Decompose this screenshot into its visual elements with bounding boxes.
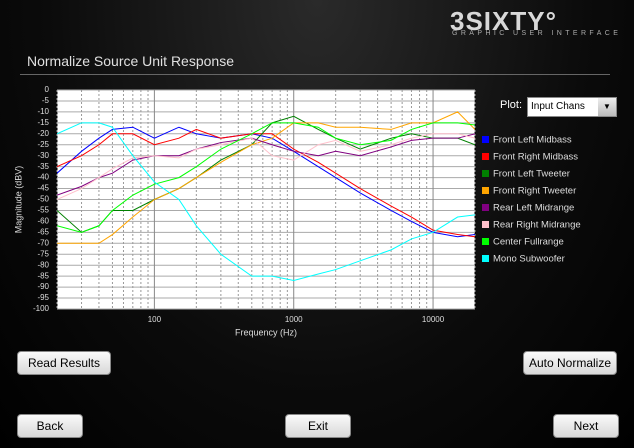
title-rule [20,74,610,75]
legend-swatch [482,170,489,177]
y-tick-label: -20 [37,129,49,138]
auto-normalize-button[interactable]: Auto Normalize [523,351,617,375]
logo: 3SIXTY° [450,6,557,36]
read-results-button[interactable]: Read Results [17,351,111,375]
y-tick-label: -25 [37,140,49,149]
x-axis-label: Frequency (Hz) [235,327,297,337]
y-tick-label: 0 [45,85,50,94]
y-tick-label: -65 [37,227,49,236]
y-tick-label: -50 [37,195,49,204]
legend-label: Rear Left Midrange [493,203,574,214]
y-tick-label: -75 [37,249,49,258]
series-line [57,133,475,196]
back-button[interactable]: Back [17,414,83,438]
y-tick-label: -40 [37,173,49,182]
plot-label: Plot: [500,99,523,111]
dropdown-arrow[interactable]: ▼ [598,98,616,116]
series-line [57,126,475,238]
x-tick-label: 1000 [285,315,303,324]
legend-label: Front Right Tweeter [493,186,576,197]
y-tick-label: -55 [37,206,49,215]
legend-swatch [482,204,489,211]
y-tick-label: -80 [37,260,49,269]
series-line [57,122,475,282]
next-button[interactable]: Next [553,414,619,438]
legend-swatch [482,255,489,262]
legend-swatch [482,187,489,194]
legend-swatch [482,221,489,228]
y-tick-label: -70 [37,238,49,247]
y-tick-label: -5 [42,96,50,105]
x-tick-label: 100 [148,315,162,324]
y-tick-label: -100 [33,304,50,313]
legend-swatch [482,153,489,160]
page-title: Normalize Source Unit Response [27,53,234,69]
legend-label: Front Right Midbass [493,152,578,163]
y-tick-label: -35 [37,162,49,171]
y-tick-label: -15 [37,118,49,127]
legend-swatch [482,238,489,245]
y-tick-label: -30 [37,151,49,160]
legend-label: Front Left Tweeter [493,169,570,180]
legend-label: Rear Right Midrange [493,220,581,231]
plot-dropdown[interactable]: Input Chans ▼ [527,97,617,117]
plot-value: Input Chans [531,101,585,112]
logo-subtitle: GRAPHIC USER INTERFACE [452,30,622,37]
series-line [57,115,475,233]
y-tick-label: -60 [37,217,49,226]
x-tick-label: 10000 [422,315,445,324]
series-line [57,133,475,200]
exit-button[interactable]: Exit [285,414,351,438]
legend-label: Center Fullrange [493,237,564,248]
y-tick-label: -10 [37,107,49,116]
legend-label: Mono Subwoofer [493,254,565,265]
y-tick-label: -85 [37,271,49,280]
legend-label: Front Left Midbass [493,135,572,146]
y-axis-label: Magnitude (dBV) [13,166,23,234]
series-line [57,122,475,233]
y-tick-label: -45 [37,184,49,193]
y-tick-label: -90 [37,282,49,291]
legend-swatch [482,136,489,143]
y-tick-label: -95 [37,293,49,302]
